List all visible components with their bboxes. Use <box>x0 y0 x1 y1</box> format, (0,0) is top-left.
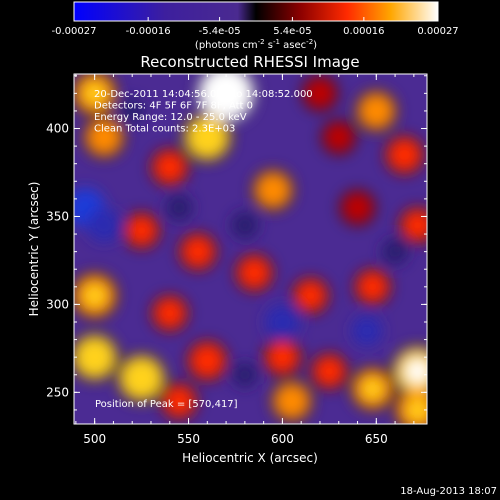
colorbar-units-label: (photons cm-2 s-1 asec-2) <box>195 38 317 51</box>
heatmap-blob-core <box>83 284 106 307</box>
x-axis-label: Heliocentric X (arcsec) <box>182 451 318 465</box>
heatmap-blob <box>164 386 194 416</box>
footer-timestamp: 18-Aug-2013 18:07 <box>400 486 497 497</box>
chart-title: Reconstructed RHESSI Image <box>140 53 359 71</box>
heatmap-blob <box>351 315 383 347</box>
heatmap-blob <box>381 238 409 266</box>
heatmap-blob-core <box>211 79 241 108</box>
x-tick-label: 650 <box>365 432 388 446</box>
annotation-line: 20-Dec-2011 14:04:56.000 to 14:08:52.000 <box>94 89 313 100</box>
heatmap-blob <box>86 120 122 155</box>
heatmap-blob <box>343 193 372 222</box>
heatmap-blob-core <box>83 346 106 369</box>
heatmap-blob <box>388 138 421 171</box>
colorbar-units-part: s <box>265 40 273 51</box>
x-axis-ticks: 500 550 600 650 <box>75 74 415 446</box>
heatmap-blob <box>155 298 185 328</box>
heatmap-blob <box>182 236 214 267</box>
heatmap-blob <box>274 384 309 419</box>
heatmap-blob <box>357 272 388 302</box>
heatmap-blob <box>314 356 345 386</box>
heatmap-blob-core <box>130 366 153 390</box>
x-tick-label: 550 <box>177 432 200 446</box>
heatmap-blob <box>154 151 186 183</box>
colorbar-tick-label: 0.00016 <box>343 26 384 37</box>
colorbar-tick-label: -5.4e-05 <box>199 26 241 37</box>
colorbar-units-part: (photons cm <box>195 40 258 51</box>
heatmap-blob-core <box>195 125 219 149</box>
x-tick-label: 600 <box>271 432 294 446</box>
annotation-block: 20-Dec-2011 14:04:56.000 to 14:08:52.000… <box>94 89 313 135</box>
colorbar-tick-label: -0.00027 <box>52 26 97 37</box>
heatmap-blob <box>230 211 260 240</box>
colorbar: -0.00027 -0.00016 -5.4e-05 5.4e-05 0.00016 0.… <box>52 1 459 51</box>
heatmap-blob <box>305 79 335 108</box>
heatmap-blob <box>264 304 301 340</box>
heatmap-blobs <box>74 74 427 424</box>
annotation-line: Energy Range: 12.0 - 25.0 keV <box>94 112 247 123</box>
colorbar-gradient <box>74 2 438 21</box>
heatmap-blob <box>359 93 394 129</box>
y-axis-label: Heliocentric Y (arcsec) <box>27 182 41 317</box>
y-tick-label: 250 <box>46 385 69 399</box>
heatmap-blob <box>238 257 270 289</box>
heatmap-blob <box>165 194 193 222</box>
y-tick-label: 400 <box>46 122 69 136</box>
colorbar-units-part: -1 <box>273 38 280 46</box>
heatmap-blob <box>325 123 353 151</box>
colorbar-tick-label: 5.4e-05 <box>273 26 311 37</box>
heatmap-blob <box>255 172 291 208</box>
heatmap-blob-core <box>84 82 106 104</box>
heatmap-blob <box>267 341 298 373</box>
annotation-line: Clean Total counts: 2.3E+03 <box>94 124 235 135</box>
y-axis-ticks: 250 300 350 400 <box>46 75 427 411</box>
peak-position-label: Position of Peak = [570,417] <box>95 399 238 410</box>
heatmap-plot <box>74 74 427 424</box>
colorbar-tick-label: -0.00016 <box>126 26 171 37</box>
colorbar-frame <box>73 1 439 22</box>
plot-frame <box>73 73 428 425</box>
colorbar-units-part: asec <box>280 40 306 51</box>
colorbar-units-part: -2 <box>306 38 313 46</box>
heatmap-blob-core <box>406 399 427 421</box>
heatmap-blob <box>86 208 122 243</box>
heatmap-blob-core <box>362 378 383 399</box>
y-tick-label: 300 <box>46 297 69 311</box>
annotation-line: Detectors: 4F 5F 6F 7F 8F, Att 0 <box>94 101 253 112</box>
y-tick-label: 350 <box>46 209 69 223</box>
colorbar-ticks: -0.00027 -0.00016 -5.4e-05 5.4e-05 0.00016 0.… <box>52 17 459 37</box>
colorbar-units-part: -2 <box>258 38 265 46</box>
heatmap-blob <box>295 280 326 311</box>
heatmap-blob <box>231 361 258 388</box>
heatmap-blob <box>119 97 146 124</box>
colorbar-units-part: ) <box>313 40 317 51</box>
colorbar-tick-label: 0.00027 <box>417 26 458 37</box>
x-tick-label: 500 <box>83 432 106 446</box>
heatmap-blob <box>402 210 427 240</box>
heatmap-blob <box>190 344 224 378</box>
heatmap-blob <box>126 215 157 246</box>
heatmap-blob-core <box>405 359 427 384</box>
